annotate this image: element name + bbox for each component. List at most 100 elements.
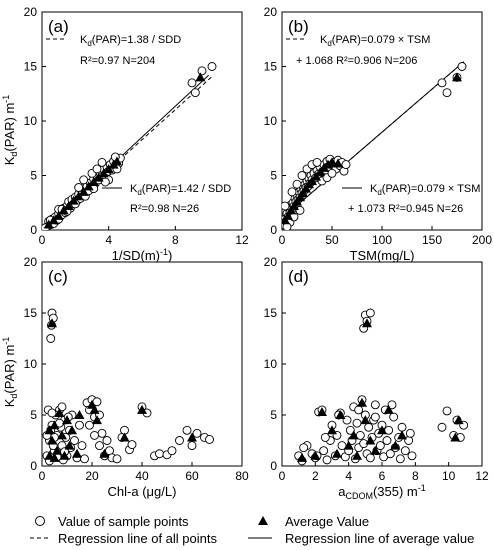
- sample-point: [382, 436, 392, 445]
- y-tick-label: 5: [270, 169, 277, 183]
- average-point: [62, 415, 72, 425]
- average-point: [83, 181, 94, 191]
- x-tick-label: 60: [185, 469, 199, 483]
- sample-point: [400, 446, 410, 456]
- average-point: [390, 440, 401, 450]
- sample-point: [389, 412, 399, 422]
- y-axis-label-bottom: Kd(PAR) m-1: [1, 337, 19, 408]
- average-point: [370, 445, 381, 455]
- average-point: [297, 452, 307, 462]
- x-tick-label: 150: [422, 233, 442, 247]
- regression-equation: Kd(PAR)=1.42 / SDD: [130, 183, 231, 197]
- x-tick-label: 8: [412, 469, 419, 483]
- sample-point: [299, 443, 309, 453]
- average-point: [333, 158, 343, 168]
- average-point: [47, 435, 57, 445]
- x-tick-label: 10: [442, 469, 456, 483]
- average-point: [357, 397, 367, 407]
- sample-point: [345, 425, 355, 435]
- average-point: [187, 432, 197, 442]
- average-point: [348, 430, 359, 440]
- sample-point: [341, 160, 351, 170]
- sample-point: [77, 441, 87, 451]
- sample-point: [192, 428, 202, 438]
- sample-point: [57, 402, 67, 412]
- x-tick-label: 4: [105, 233, 112, 247]
- data-layer: [42, 62, 217, 230]
- sample-point: [102, 436, 112, 445]
- average-point: [119, 432, 130, 442]
- plot-frame: [41, 261, 243, 467]
- y-tick-label: 5: [30, 408, 37, 422]
- average-point: [195, 72, 206, 82]
- sample-point: [370, 400, 380, 410]
- sample-point: [370, 412, 380, 422]
- y-axis-label-top: Kd(PAR) m-1: [1, 95, 19, 166]
- panel-label: (b): [288, 17, 309, 36]
- sample-point: [187, 78, 197, 88]
- panel-label: (c): [48, 267, 68, 286]
- sample-point: [100, 177, 110, 187]
- panel-c: 0 20 40 60 80 0 5 10 15 20 (c) Chl-a (μg/L): [24, 255, 249, 499]
- sample-point: [187, 441, 197, 451]
- y-tick-label: 0: [30, 223, 37, 237]
- y-tick-label: 10: [264, 114, 278, 128]
- average-point: [49, 452, 60, 462]
- regression-stats-all: + 1.068 R²=0.906 N=206: [296, 55, 417, 67]
- average-point: [452, 72, 462, 82]
- data-layer: [282, 61, 467, 230]
- average-point: [68, 195, 79, 205]
- average-point: [63, 201, 74, 211]
- sample-point: [297, 171, 307, 180]
- annotations: Kd(PAR)=1.38 / SDD R²=0.97 N=204 Kd(PAR)=1…: [46, 34, 231, 215]
- average-point: [93, 172, 104, 182]
- average-point: [383, 404, 394, 414]
- sample-point: [405, 428, 415, 438]
- average-point: [327, 425, 337, 435]
- y-tick-label: 5: [30, 169, 37, 183]
- sample-point: [75, 420, 84, 430]
- legend-circle-marker: [35, 516, 45, 526]
- annotations: Kd(PAR)=0.079 × TSM + 1.068 R²=0.906 N=20…: [286, 34, 480, 215]
- x-tick-label: 4: [345, 469, 352, 483]
- average-point: [67, 425, 77, 435]
- sample-point: [74, 183, 84, 192]
- y-tick-label: 15: [264, 306, 278, 320]
- average-point: [74, 410, 85, 419]
- x-tick-label: 6: [379, 469, 386, 483]
- y-tick-label: 20: [264, 5, 278, 19]
- y-tick-label: 20: [264, 255, 278, 269]
- y-tick-label: 15: [264, 60, 278, 74]
- data-layer: [42, 308, 214, 466]
- average-point: [72, 448, 82, 458]
- sample-point: [182, 425, 192, 435]
- x-axis-label: Chl-a (μg/L): [108, 484, 177, 499]
- average-point: [73, 191, 84, 201]
- sample-point: [437, 78, 447, 88]
- x-tick-label: 20: [85, 469, 99, 483]
- y-tick-label: 20: [24, 255, 38, 269]
- average-point: [103, 163, 114, 173]
- y-tick-label: 0: [30, 459, 37, 473]
- average-point: [43, 219, 54, 229]
- panel-label: (d): [288, 267, 309, 286]
- panel-d: 0 2 4 6 8 10 12 0 5 10 15 20 (d) aCDOM(355) m-1: [264, 255, 489, 501]
- sample-point: [442, 88, 452, 98]
- y-tick-label: 10: [264, 357, 278, 371]
- sample-point: [322, 455, 332, 465]
- y-tick-label: 10: [24, 357, 38, 371]
- average-point: [450, 432, 461, 442]
- average-point: [52, 445, 62, 455]
- average-point: [98, 168, 109, 178]
- legend-sample-points: Value of sample points: [58, 514, 189, 529]
- sample-point: [70, 436, 79, 445]
- y-tick-label: 5: [270, 408, 277, 422]
- x-tick-label: 0: [39, 233, 46, 247]
- x-tick-label: 2: [312, 469, 319, 483]
- sample-point: [90, 430, 99, 440]
- y-tick-label: 15: [24, 60, 38, 74]
- x-tick-label: 100: [372, 233, 392, 247]
- x-axis-label: aCDOM(355) m-1: [338, 483, 426, 501]
- sample-point: [79, 175, 89, 185]
